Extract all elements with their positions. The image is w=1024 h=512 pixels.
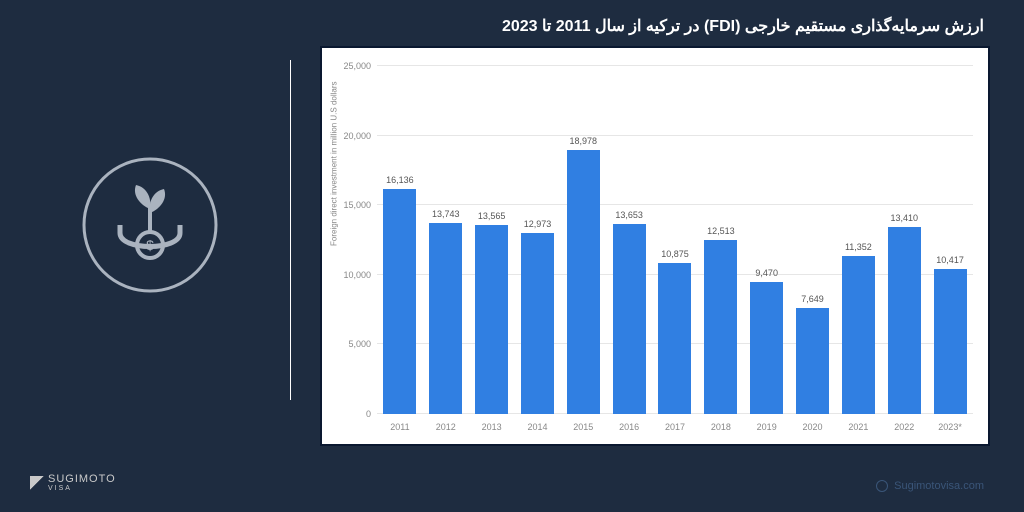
bar: 16,136 [383,189,416,414]
brand-name: SUGIMOTO [48,473,116,485]
bar-value-label: 12,973 [524,219,552,229]
bar: 12,513 [704,240,737,414]
globe-icon [876,480,888,492]
y-tick-label: 25,000 [343,61,371,71]
bar-value-label: 13,565 [478,211,506,221]
bar: 13,743 [429,223,462,414]
bar-value-label: 16,136 [386,175,414,185]
y-tick-label: 20,000 [343,131,371,141]
svg-text:$: $ [146,237,154,253]
bar: 7,649 [796,308,829,414]
chart-title: ارزش سرمایه‌گذاری مستقیم خارجی (FDI) در … [320,16,984,36]
x-tick-label: 2014 [527,422,547,432]
bar: 12,973 [521,233,554,414]
bar: 13,653 [613,224,646,414]
x-tick-label: 2017 [665,422,685,432]
brand-url: Sugimotovisa.com [894,480,984,492]
grid-line: 15,000 [377,204,973,205]
brand-logo-left: SUGIMOTO VISA [30,473,116,492]
x-tick-label: 2011 [390,422,409,432]
bar: 13,565 [475,225,508,414]
bar-value-label: 7,649 [801,294,824,304]
bar: 10,417 [934,269,967,414]
y-tick-label: 5,000 [348,339,371,349]
bar: 11,352 [842,256,875,414]
y-tick-label: 0 [366,409,371,419]
x-tick-label: 2022 [894,422,914,432]
x-tick-label: 2013 [482,422,502,432]
bar-value-label: 11,352 [845,242,872,252]
bar: 10,875 [658,263,691,414]
bar: 13,410 [888,227,921,414]
x-tick-label: 2023* [938,422,962,432]
x-tick-label: 2020 [803,422,823,432]
bar-value-label: 9,470 [755,268,778,278]
x-tick-label: 2021 [848,422,868,432]
vertical-divider [290,60,291,400]
bar-value-label: 13,653 [615,210,643,220]
bar-value-label: 13,410 [890,213,918,223]
x-tick-label: 2016 [619,422,639,432]
brand-sub: VISA [48,485,116,492]
x-tick-label: 2012 [436,422,456,432]
bar-value-label: 10,875 [661,249,689,259]
investment-growth-icon: $ [80,155,220,295]
bar-value-label: 18,978 [570,136,598,146]
grid-line: 25,000 [377,65,973,66]
x-tick-label: 2018 [711,422,731,432]
fdi-bar-chart: Foreign direct investment in million U.S… [320,46,990,446]
brand-url-right: Sugimotovisa.com [876,480,984,492]
bar-value-label: 12,513 [707,226,735,236]
y-tick-label: 10,000 [343,270,371,280]
bar-value-label: 10,417 [936,255,964,265]
bar: 9,470 [750,282,783,414]
x-tick-label: 2015 [573,422,593,432]
y-tick-label: 15,000 [343,200,371,210]
bar-value-label: 13,743 [432,209,460,219]
grid-line: 20,000 [377,135,973,136]
bar: 18,978 [567,150,600,414]
x-tick-label: 2019 [757,422,777,432]
